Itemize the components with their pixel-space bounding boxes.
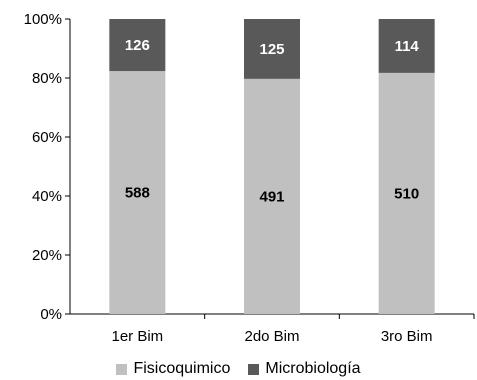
y-tick-label: 60% [32, 129, 62, 146]
bar-microbiolog-a-2 [244, 19, 300, 79]
bar-microbiolog-a-3 [378, 19, 435, 73]
bar-fisicoquimico-1 [109, 71, 166, 314]
legend: Fisicoquimico Microbiología [0, 358, 477, 380]
data-label: 114 [395, 38, 420, 55]
bar-microbiolog-a-1 [109, 19, 166, 72]
legend-swatch-1 [248, 363, 260, 375]
legend-item-1: Microbiología [248, 360, 361, 378]
y-tick-label: 20% [32, 247, 62, 264]
labels: 588 126 491 125 510 114 [125, 37, 420, 205]
data-label: 588 [125, 185, 150, 202]
data-label: 126 [125, 37, 150, 54]
bar-fisicoquimico-3 [378, 72, 435, 315]
data-label: 491 [259, 188, 284, 205]
y-tick-label: 0% [40, 306, 62, 323]
y-tick-label: 100% [24, 11, 62, 28]
x-category-label: 1er Bim [111, 328, 163, 345]
axes: 0% 20% 40% 60% 80% 100% 1er Bim 2do Bim 3ro Bim [24, 11, 475, 345]
bar-fisicoquimico-2 [244, 78, 300, 314]
data-label: 125 [259, 41, 284, 58]
legend-item-0: Fisicoquimico [116, 360, 230, 378]
y-tick-label: 40% [32, 188, 62, 205]
x-category-label: 2do Bim [244, 328, 299, 345]
x-category-label: 3ro Bim [381, 328, 433, 345]
legend-swatch-0 [116, 363, 128, 375]
data-label: 510 [394, 185, 419, 202]
legend-label-0: Fisicoquimico [133, 360, 231, 377]
chart: 0%20%40%60%80%100%1er Bim 2do Bim 3ro Bim … [24, 11, 475, 345]
y-tick-label: 80% [32, 70, 62, 87]
bars [109, 19, 435, 315]
legend-label-1: Microbiología [265, 360, 361, 377]
